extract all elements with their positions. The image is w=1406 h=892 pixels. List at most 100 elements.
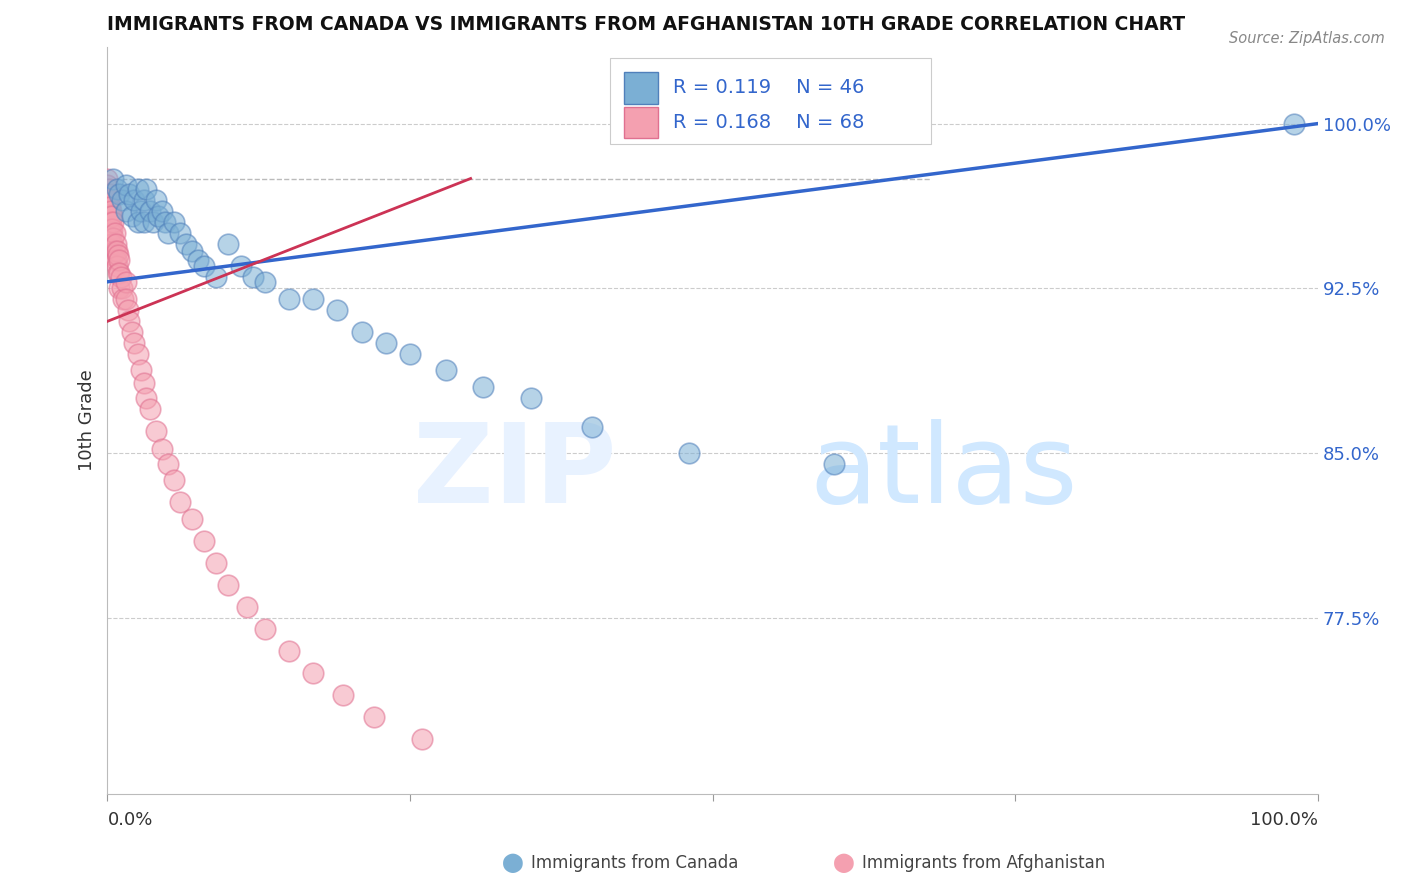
Point bbox=[253, 275, 276, 289]
Point bbox=[122, 194, 145, 208]
Bar bbox=[610, 58, 931, 144]
Point bbox=[100, 204, 122, 219]
Point bbox=[103, 231, 125, 245]
Point bbox=[96, 178, 118, 193]
Point bbox=[114, 275, 136, 289]
Point bbox=[169, 494, 191, 508]
Point bbox=[111, 194, 134, 208]
Point bbox=[112, 293, 135, 307]
Point bbox=[363, 710, 385, 724]
Point bbox=[98, 231, 121, 245]
Point bbox=[110, 270, 132, 285]
Point bbox=[100, 227, 122, 241]
Point bbox=[139, 402, 162, 417]
Point bbox=[107, 266, 129, 280]
Point bbox=[114, 293, 136, 307]
Point bbox=[229, 260, 252, 274]
Text: R = 0.119    N = 46: R = 0.119 N = 46 bbox=[673, 78, 865, 97]
Point bbox=[98, 200, 121, 214]
Point bbox=[1282, 117, 1305, 131]
Point bbox=[98, 209, 121, 223]
Bar bbox=[624, 107, 658, 138]
Point bbox=[156, 457, 179, 471]
Point bbox=[101, 222, 124, 236]
Point bbox=[108, 281, 131, 295]
Point bbox=[132, 215, 155, 229]
Point bbox=[127, 215, 149, 229]
Point bbox=[129, 204, 152, 219]
Point bbox=[181, 244, 204, 258]
Point bbox=[135, 391, 157, 405]
Point bbox=[96, 171, 118, 186]
Point bbox=[97, 215, 120, 229]
Point bbox=[101, 248, 124, 262]
Text: Source: ZipAtlas.com: Source: ZipAtlas.com bbox=[1229, 31, 1385, 46]
Point bbox=[374, 336, 396, 351]
Point bbox=[242, 270, 264, 285]
Point bbox=[129, 362, 152, 376]
Point bbox=[105, 182, 128, 196]
Text: Immigrants from Canada: Immigrants from Canada bbox=[531, 855, 738, 872]
Point bbox=[253, 622, 276, 636]
Point bbox=[302, 665, 325, 680]
Point bbox=[104, 227, 127, 241]
Point bbox=[145, 194, 167, 208]
Point bbox=[350, 326, 373, 340]
Point bbox=[581, 419, 603, 434]
Point bbox=[101, 237, 124, 252]
Text: IMMIGRANTS FROM CANADA VS IMMIGRANTS FROM AFGHANISTAN 10TH GRADE CORRELATION CHA: IMMIGRANTS FROM CANADA VS IMMIGRANTS FRO… bbox=[107, 15, 1185, 34]
Point bbox=[150, 442, 173, 456]
Point bbox=[411, 731, 433, 746]
Point bbox=[111, 281, 134, 295]
Point bbox=[823, 457, 845, 471]
Point bbox=[520, 391, 543, 405]
Text: 100.0%: 100.0% bbox=[1250, 812, 1319, 830]
Point bbox=[193, 260, 215, 274]
Point bbox=[127, 347, 149, 361]
Point bbox=[103, 171, 125, 186]
Point bbox=[104, 244, 127, 258]
Point bbox=[98, 222, 121, 236]
Point bbox=[105, 260, 128, 274]
Point bbox=[678, 446, 700, 460]
Text: atlas: atlas bbox=[810, 419, 1078, 526]
Point bbox=[107, 248, 129, 262]
Point bbox=[302, 293, 325, 307]
Point bbox=[139, 204, 162, 219]
Point bbox=[96, 194, 118, 208]
Point bbox=[145, 424, 167, 438]
Point bbox=[98, 186, 121, 201]
Point bbox=[217, 237, 239, 252]
Point bbox=[108, 252, 131, 267]
Text: R = 0.168    N = 68: R = 0.168 N = 68 bbox=[673, 112, 865, 132]
Point bbox=[121, 326, 143, 340]
Point bbox=[278, 293, 301, 307]
Point bbox=[326, 303, 349, 318]
Point bbox=[278, 644, 301, 658]
Point bbox=[181, 512, 204, 526]
Point bbox=[163, 473, 186, 487]
Point bbox=[150, 204, 173, 219]
Point bbox=[100, 215, 122, 229]
Point bbox=[96, 213, 118, 227]
Point bbox=[132, 194, 155, 208]
Bar bbox=[624, 72, 658, 103]
Point bbox=[97, 209, 120, 223]
Point bbox=[108, 186, 131, 201]
Point bbox=[132, 376, 155, 390]
Point bbox=[187, 252, 209, 267]
Point bbox=[105, 244, 128, 258]
Point bbox=[135, 182, 157, 196]
Point bbox=[235, 599, 257, 614]
Point bbox=[118, 186, 141, 201]
Point bbox=[96, 186, 118, 201]
Point bbox=[108, 266, 131, 280]
Text: 0.0%: 0.0% bbox=[107, 812, 153, 830]
Point bbox=[96, 204, 118, 219]
Point bbox=[117, 303, 139, 318]
Point bbox=[103, 215, 125, 229]
Point bbox=[118, 314, 141, 328]
Text: ⬤: ⬤ bbox=[502, 854, 524, 873]
Point bbox=[169, 227, 191, 241]
Point bbox=[103, 248, 125, 262]
